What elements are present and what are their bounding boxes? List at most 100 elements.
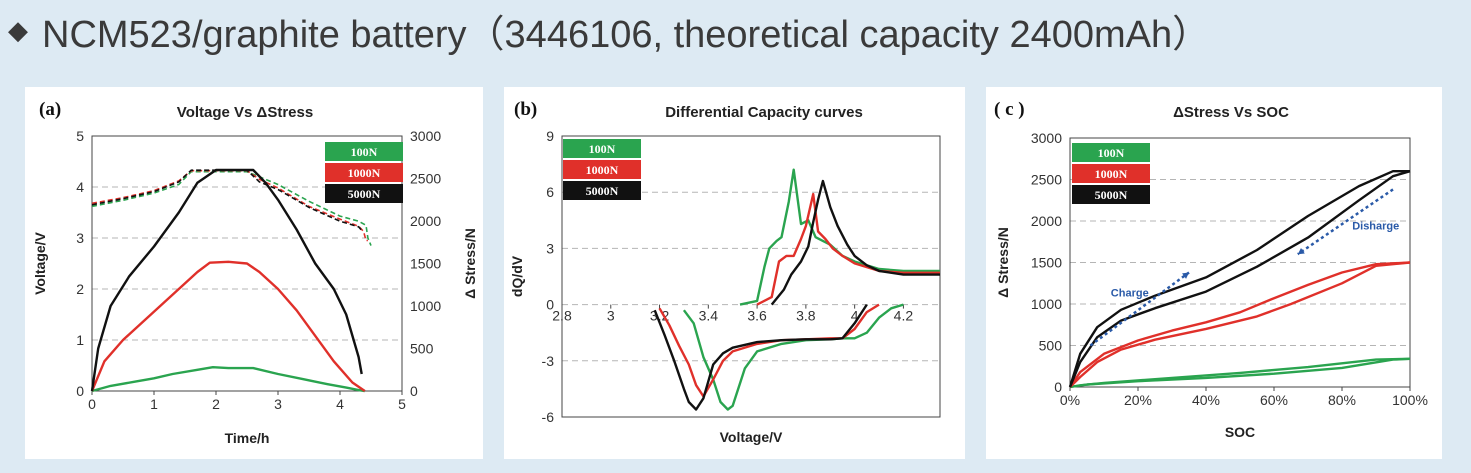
y2-tick-label: 1500: [410, 256, 441, 272]
chart-b: 2.8 3 3.2 3.4 3.6 3.8 4 4.2-6-30369Differential…: [509, 99, 941, 445]
x-axis-label: SOC: [1225, 424, 1255, 440]
x-tick-label: 2.8: [552, 308, 572, 324]
y-tick-label: 2500: [1031, 172, 1062, 188]
chart-title: Voltage Vs ΔStress: [177, 104, 313, 121]
annotation-charge: Charge: [1111, 288, 1149, 300]
plot-frame: [91, 135, 403, 392]
y-tick-label: 0: [76, 383, 84, 399]
y-tick-label: 1: [76, 332, 84, 348]
series-line-100n: [739, 168, 940, 306]
panel-c: 0% 20% 40% 60% 80% 100% 0 500 1000 1500 2000 2500 30…: [986, 87, 1442, 459]
y-tick-label: 4: [76, 179, 84, 195]
series-line-1000n: [1069, 261, 1411, 388]
slide-title-text: NCM523/graphite battery（3446106, theoret…: [42, 13, 1211, 56]
x-tick-label: 4: [851, 308, 859, 324]
y2-tick-label: 1000: [410, 298, 441, 314]
x-tick-label: 0%: [1060, 392, 1080, 408]
chart-a: 0 1 2 3 4 5012345050010001500200025003000Volt…: [32, 99, 478, 446]
y-tick-label: 3000: [1031, 130, 1062, 146]
legend-swatch-5000n: [1072, 185, 1150, 204]
y-axis-label: Voltage/V: [32, 231, 48, 294]
y-tick-label: 2: [76, 281, 84, 297]
panel-b: 2.8 3 3.2 3.4 3.6 3.8 4 4.2 -6 -3 0 3 6 9 Differential…: [504, 87, 965, 459]
x-tick-label: 4: [336, 396, 344, 412]
legend-swatch-100n: [1072, 143, 1150, 162]
legend-label: 5000N: [348, 187, 381, 201]
series-line-5000n: [770, 179, 940, 306]
diamond-bullet-icon: ◆: [8, 14, 28, 45]
series-line-100n: [91, 170, 372, 246]
x-tick-label: 3: [607, 308, 615, 324]
y-axis-label: dQ/dV: [509, 255, 525, 297]
y2-tick-label: 2000: [410, 213, 441, 229]
y-axis-label: Δ Stress/N: [995, 227, 1011, 298]
legend-label: 100N: [1098, 146, 1125, 160]
legend-label: 5000N: [586, 184, 619, 198]
panel-label: ( c ): [994, 99, 1025, 120]
x-tick-label: 40%: [1192, 392, 1220, 408]
y-tick-label: 500: [1039, 338, 1063, 354]
x-tick-label: 100%: [1392, 392, 1428, 408]
x-tick-label: 1: [150, 396, 158, 412]
legend-swatch-100n: [325, 142, 403, 161]
chart-title: Differential Capacity curves: [665, 104, 863, 121]
chart-title: ΔStress Vs SOC: [1173, 104, 1289, 121]
series-line-5000n: [91, 169, 363, 231]
x-tick-label: 80%: [1328, 392, 1356, 408]
series-line-100n: [1069, 357, 1411, 389]
legend-label: 100N: [351, 145, 378, 159]
legend-swatch-1000n: [1072, 164, 1150, 183]
x-tick-label: 60%: [1260, 392, 1288, 408]
y-tick-label: -6: [542, 409, 555, 425]
x-axis-label: Voltage/V: [720, 429, 783, 445]
legend-swatch-1000n: [563, 160, 641, 179]
legend-label: 1000N: [586, 163, 619, 177]
annotation-arrowhead: [1182, 272, 1189, 279]
series-line-1000n: [658, 303, 880, 398]
y-tick-label: -3: [542, 353, 555, 369]
series-line-1000n: [1069, 261, 1411, 388]
x-tick-label: 2: [212, 396, 220, 412]
y-tick-label: 0: [1054, 379, 1062, 395]
y-tick-label: 3: [546, 240, 554, 256]
legend-swatch-5000n: [325, 184, 403, 203]
y2-tick-label: 500: [410, 341, 434, 357]
panel-label: (a): [39, 99, 61, 120]
y-tick-label: 3: [76, 230, 84, 246]
slide-title: ◆ NCM523/graphite battery（3446106, theor…: [8, 2, 1210, 58]
x-tick-label: 0: [88, 396, 96, 412]
y-tick-label: 0: [546, 297, 554, 313]
plot-frame: [561, 135, 941, 418]
series-line-5000n: [1068, 169, 1410, 388]
legend-label: 5000N: [1095, 188, 1128, 202]
y-tick-label: 1000: [1031, 296, 1062, 312]
series-line-100n: [682, 303, 904, 411]
x-tick-label: 5: [398, 396, 406, 412]
y2-tick-label: 2500: [410, 171, 441, 187]
panel-a: 0 1 2 3 4 5 0 1 2 3 4 5 0 500 1000 1500 2000 2500 3000 Volt…: [25, 87, 483, 459]
series-line-5000n: [653, 303, 868, 411]
chart-c: 0% 20% 40% 60% 80% 100% 0 500 1000 1500 2000 2500 30…: [994, 99, 1428, 440]
x-axis-label: Time/h: [225, 430, 270, 446]
x-tick-label: 4.2: [894, 308, 914, 324]
panel-label: (b): [514, 99, 537, 120]
x-tick-label: 3: [274, 396, 282, 412]
legend-swatch-1000n: [325, 163, 403, 182]
y2-tick-label: 0: [410, 383, 418, 399]
series-line-5000n: [90, 168, 363, 392]
annotation-arrowhead: [1297, 247, 1305, 255]
legend-label: 100N: [589, 142, 616, 156]
annotation-arrow-line: [1297, 188, 1394, 256]
x-tick-label: 3.6: [747, 308, 767, 324]
y2-axis-label: Δ Stress/N: [462, 228, 478, 299]
legend-swatch-100n: [563, 139, 641, 158]
x-tick-label: 3.4: [699, 308, 719, 324]
legend-swatch-5000n: [563, 181, 641, 200]
y-tick-label: 5: [76, 128, 84, 144]
x-tick-label: 20%: [1124, 392, 1152, 408]
annotation-discharge: Disharge: [1352, 220, 1399, 232]
y-tick-label: 6: [546, 184, 554, 200]
series-line-100n: [91, 366, 365, 393]
legend-label: 1000N: [348, 166, 381, 180]
x-tick-label: 3.8: [796, 308, 816, 324]
